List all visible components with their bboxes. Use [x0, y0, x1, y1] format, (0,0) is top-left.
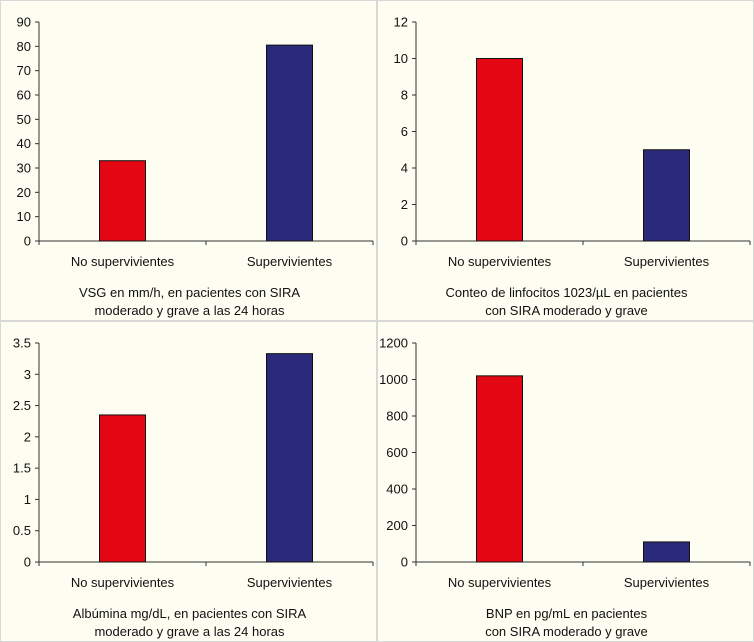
bar-supervivientes: [266, 353, 313, 563]
y-tick-label: 4: [401, 161, 408, 176]
y-tick-label: 2: [401, 197, 408, 212]
y-tick-label: 2.5: [13, 398, 31, 413]
y-tick-label: 1: [24, 492, 31, 507]
bar-no-supervivientes: [476, 58, 523, 242]
caption-line: con SIRA moderado y grave: [485, 303, 648, 318]
x-category-label: No supervivientes: [448, 575, 552, 590]
y-tick-label: 3: [24, 367, 31, 382]
y-tick-label: 6: [401, 124, 408, 139]
bar-supervivientes: [643, 541, 690, 563]
y-tick-label: 1000: [379, 372, 408, 387]
bar-chart-vsg: 0 10 20 30 40 50 60 70 80 90 No supervivientes Supe…: [17, 15, 374, 269]
y-tick-label: 0: [401, 234, 408, 249]
caption-line: VSG en mm/h, en pacientes con SIRA: [78, 285, 301, 300]
y-tick-label: 0: [401, 555, 408, 570]
bar-chart-bnp: 0 200 400 600 800 1000 1200 No supervivientes Su…: [379, 336, 751, 590]
y-tick-label: 600: [386, 445, 408, 460]
y-tick-label: 10: [394, 51, 408, 66]
caption-line: con SIRA moderado y grave: [485, 624, 648, 639]
y-tick-label: 200: [386, 518, 408, 533]
x-category-label: No supervivientes: [71, 254, 175, 269]
caption-line: Conteo de linfocitos 1023/µL en paciente…: [445, 285, 688, 300]
y-tick-label: 1.5: [13, 461, 31, 476]
chart-caption-vsg: VSG en mm/h, en pacientes con SIRA moder…: [1, 284, 378, 320]
chart-caption-bnp: BNP en pg/mL en pacientes con SIRA moder…: [378, 605, 754, 641]
y-tick-label: 20: [17, 185, 31, 200]
y-tick-label: 30: [17, 161, 31, 176]
y-tick-label: 1200: [379, 336, 408, 351]
y-tick-label: 0.5: [13, 523, 31, 538]
y-tick-label: 90: [17, 15, 31, 30]
y-tick-label: 800: [386, 409, 408, 424]
y-tick-label: 12: [394, 15, 408, 30]
bar-supervivientes: [643, 149, 690, 242]
bar-supervivientes: [266, 44, 313, 242]
chart-panel-linfocitos: 0 2 4 6 8 10 12 No supervivientes Supervivientes…: [377, 0, 754, 321]
chart-caption-albumina: Albúmina mg/dL, en pacientes con SIRA mo…: [1, 605, 378, 641]
y-tick-label: 8: [401, 88, 408, 103]
caption-line: moderado y grave a las 24 horas: [94, 624, 285, 639]
y-tick-label: 2: [24, 429, 31, 444]
y-tick-label: 60: [17, 88, 31, 103]
y-tick-label: 10: [17, 209, 31, 224]
caption-line: BNP en pg/mL en pacientes: [485, 606, 648, 621]
caption-line: moderado y grave a las 24 horas: [94, 303, 285, 318]
bar-chart-linfocitos: 0 2 4 6 8 10 12 No supervivientes Supervivientes: [394, 15, 751, 269]
y-tick-label: 400: [386, 482, 408, 497]
bar-no-supervivientes: [476, 375, 523, 563]
bar-chart-albumina: 0 0.5 1 1.5 2 2.5 3 3.5 No supervivientes Supervi…: [13, 336, 374, 590]
bar-no-supervivientes: [99, 414, 146, 563]
bar-no-supervivientes: [99, 160, 146, 242]
x-category-label: Supervivientes: [247, 575, 333, 590]
x-category-label: Supervivientes: [624, 254, 710, 269]
chart-caption-linfocitos: Conteo de linfocitos 1023/µL en paciente…: [378, 284, 754, 320]
x-category-label: Supervivientes: [247, 254, 333, 269]
x-category-label: No supervivientes: [71, 575, 175, 590]
y-tick-label: 0: [24, 234, 31, 249]
chart-panel-vsg: 0 10 20 30 40 50 60 70 80 90 No supervivientes Supe…: [0, 0, 377, 321]
x-category-label: No supervivientes: [448, 254, 552, 269]
y-tick-label: 50: [17, 112, 31, 127]
y-tick-label: 80: [17, 39, 31, 54]
y-tick-label: 3.5: [13, 336, 31, 351]
chart-panel-albumina: 0 0.5 1 1.5 2 2.5 3 3.5 No supervivientes Supervi…: [0, 321, 377, 642]
chart-panel-bnp: 0 200 400 600 800 1000 1200 No supervivientes Su…: [377, 321, 754, 642]
y-tick-label: 70: [17, 63, 31, 78]
y-tick-label: 40: [17, 136, 31, 151]
y-tick-label: 0: [24, 555, 31, 570]
caption-line: Albúmina mg/dL, en pacientes con SIRA: [72, 606, 307, 621]
x-category-label: Supervivientes: [624, 575, 710, 590]
